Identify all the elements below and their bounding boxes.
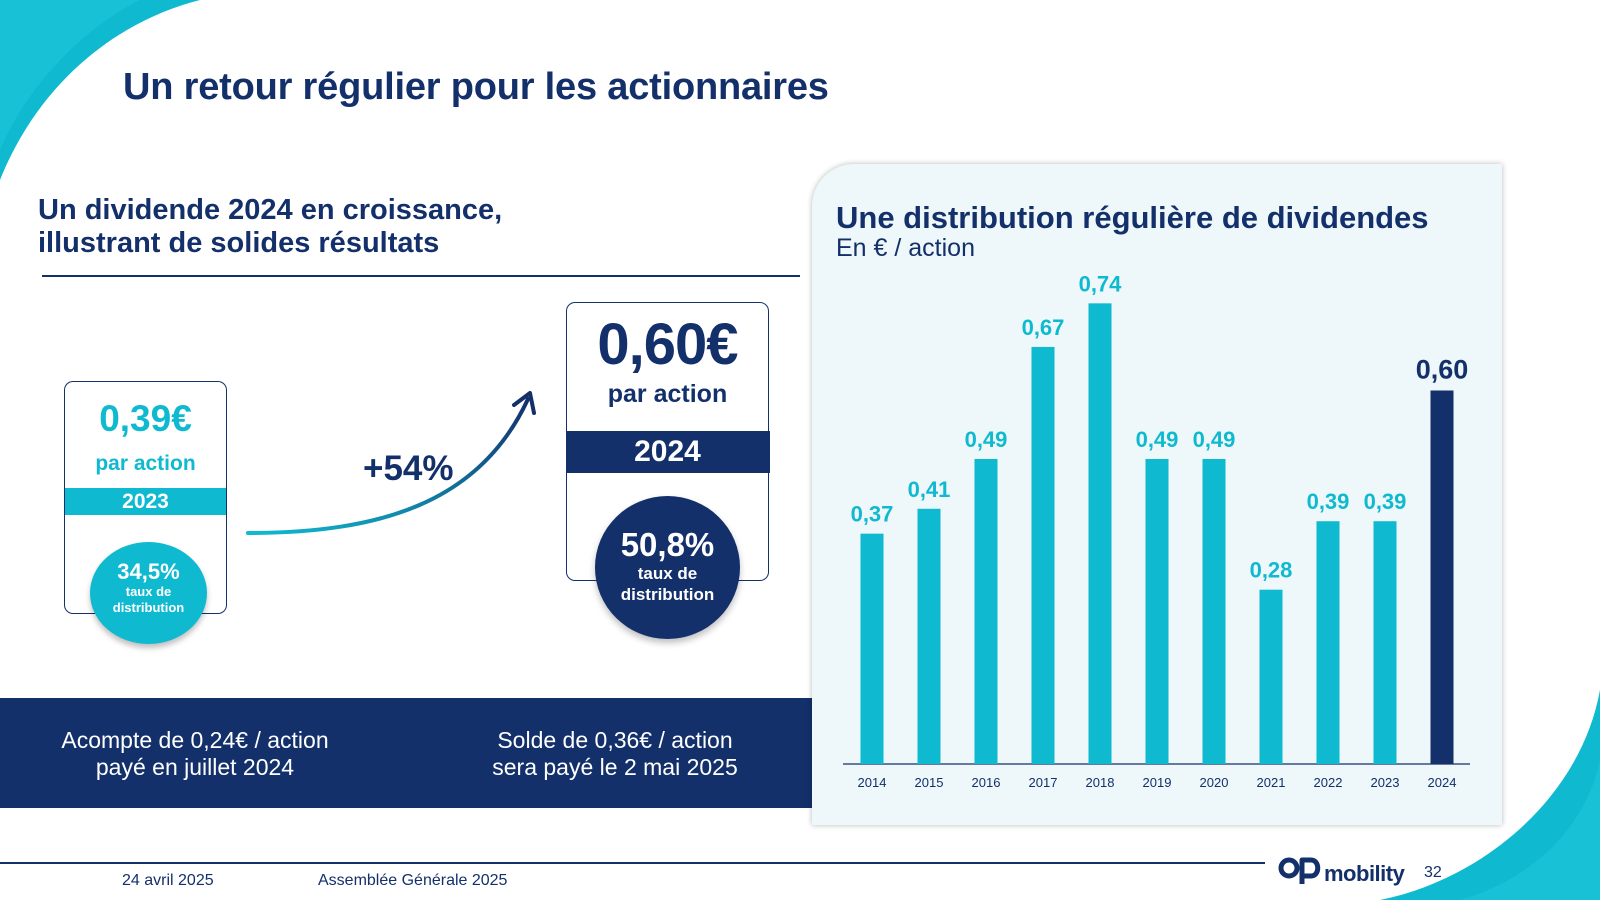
footer-event: Assemblée Générale 2025 (318, 872, 508, 889)
interim-line-1: Acompte de 0,24€ / action (61, 727, 329, 753)
interim-line-2: payé en juillet 2024 (95, 754, 295, 780)
data-label-2022: 0,39 (1307, 489, 1350, 514)
bar-2014 (860, 533, 884, 764)
payout-ratio-2024: 50,8% (620, 526, 715, 563)
growth-arrow-icon (246, 391, 536, 535)
x-tick-2017: 2017 (1029, 775, 1058, 790)
per-share-label-2023: par action (95, 452, 196, 475)
brand-name: mobility (1324, 861, 1405, 886)
data-label-2024: 0,60 (1416, 355, 1469, 385)
dividend-amount-2024: 0,60€ (597, 312, 738, 377)
subtitle-line-1: Un dividende 2024 en croissance, (38, 194, 503, 226)
x-tick-2020: 2020 (1200, 775, 1229, 790)
op-logo-icon (1278, 857, 1321, 884)
growth-percentage: +54% (363, 449, 454, 488)
data-label-2018: 0,74 (1079, 271, 1123, 296)
data-label-2014: 0,37 (851, 502, 894, 527)
x-tick-2014: 2014 (858, 775, 887, 790)
payout-ratio-circle-2024: 50,8% taux de distribution (595, 496, 740, 639)
balance-dividend-note: Solde de 0,36€ / action sera payé le 2 m… (460, 727, 770, 781)
payout-label-line-2: distribution (620, 585, 715, 604)
x-tick-2016: 2016 (972, 775, 1001, 790)
x-tick-2021: 2021 (1257, 775, 1286, 790)
chart-subtitle: En € / action (836, 234, 975, 262)
payout-ratio-2023: 34,5% (117, 559, 180, 584)
data-label-2021: 0,28 (1250, 558, 1293, 583)
section-subtitle: Un dividende 2024 en croissance, illustr… (38, 194, 502, 260)
bar-2015 (917, 508, 941, 764)
footer-divider (0, 862, 1265, 864)
year-badge-2024: 2024 (565, 431, 770, 473)
year-badge-2023: 2023 (65, 488, 226, 515)
x-tick-2019: 2019 (1143, 775, 1172, 790)
bar-2018 (1088, 303, 1112, 764)
data-label-2015: 0,41 (908, 477, 951, 502)
page-title: Un retour régulier pour les actionnaires (123, 66, 829, 108)
bar-2022 (1316, 521, 1340, 764)
per-share-label-2024: par action (607, 380, 728, 408)
bar-2021 (1259, 589, 1283, 764)
dividend-card-2024: 0,60€ par action 2024 (565, 302, 770, 581)
interim-dividend-note: Acompte de 0,24€ / action payé en juille… (30, 727, 360, 781)
subtitle-line-2: illustrant de solides résultats (38, 227, 440, 259)
balance-line-2: sera payé le 2 mai 2025 (492, 754, 738, 780)
footer-date: 24 avril 2025 (122, 872, 214, 889)
x-tick-2022: 2022 (1314, 775, 1343, 790)
chart-title: Une distribution régulière de dividendes (836, 200, 1429, 235)
x-tick-2024: 2024 (1428, 775, 1457, 790)
x-tick-2018: 2018 (1086, 775, 1115, 790)
x-tick-2023: 2023 (1371, 775, 1400, 790)
x-tick-2015: 2015 (915, 775, 944, 790)
page-number: 32 (1424, 864, 1442, 881)
data-label-2020: 0,49 (1193, 427, 1236, 452)
dividend-amount-2023: 0,39€ (99, 398, 192, 439)
bar-2017 (1031, 346, 1055, 764)
payment-schedule-band (0, 698, 813, 808)
section-divider (42, 275, 800, 277)
data-label-2023: 0,39 (1364, 489, 1407, 514)
bar-2019 (1145, 458, 1169, 764)
payout-label-line-2: distribution (112, 600, 185, 615)
payout-label-line-1: taux de (637, 564, 698, 583)
data-label-2017: 0,67 (1022, 315, 1065, 340)
data-label-2016: 0,49 (965, 427, 1008, 452)
bar-2024 (1430, 390, 1454, 764)
payout-ratio-circle-2023: 34,5% taux de distribution (90, 542, 207, 644)
data-label-2019: 0,49 (1136, 427, 1179, 452)
bar-2023 (1373, 521, 1397, 764)
balance-line-1: Solde de 0,36€ / action (497, 727, 733, 753)
bar-2016 (974, 458, 998, 764)
brand-logo: mobility (1278, 850, 1405, 886)
bar-2020 (1202, 458, 1226, 764)
payout-label-line-1: taux de (125, 584, 172, 599)
